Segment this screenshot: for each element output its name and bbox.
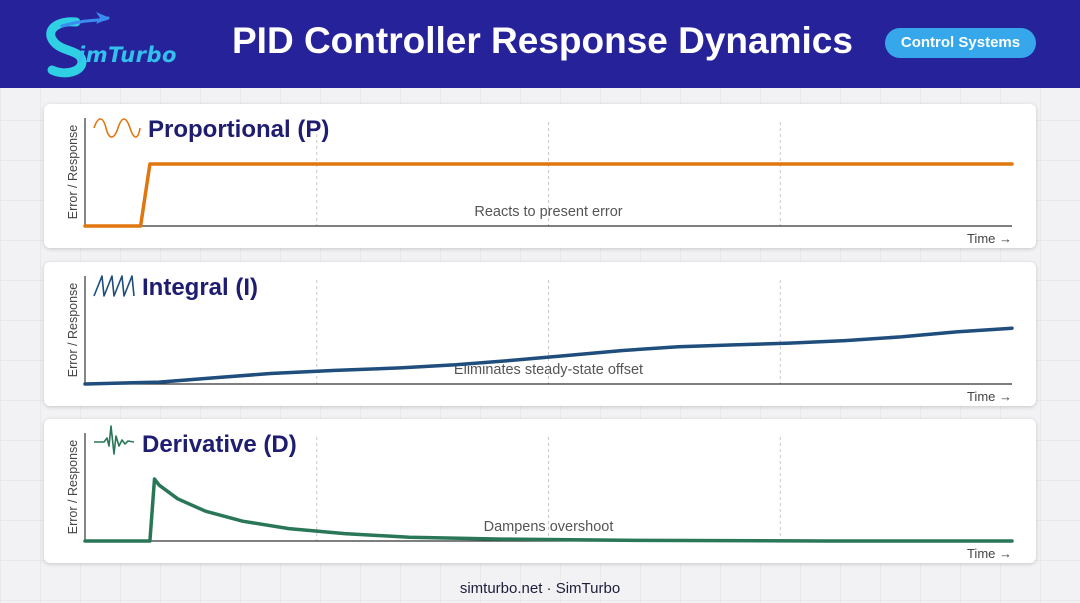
series-line: [83, 326, 1014, 386]
chart-derivative: Error / Response Time → Dampens overshoot D…: [66, 425, 1014, 561]
series-line: [83, 477, 1014, 543]
footer-text: simturbo.net · SimTurbo: [459, 580, 621, 597]
simturbo-logo-icon: [46, 12, 110, 78]
x-axis-label: Time →: [967, 231, 1012, 246]
chart-title: Integral (I): [142, 274, 258, 301]
y-axis-label: Error / Response: [66, 125, 80, 220]
logo-text: imTurbo: [78, 43, 177, 67]
panel-integral: Error / Response Time → Eliminates steady-…: [44, 262, 1036, 406]
panel-proportional: Error / Response Time → Reacts to present …: [44, 104, 1036, 248]
y-axis-label: Error / Response: [66, 440, 80, 535]
chart-annotation: Reacts to present error: [474, 204, 622, 220]
x-axis-label: Time →: [967, 546, 1012, 561]
series-line: [83, 162, 1014, 228]
chart-title: Derivative (D): [142, 431, 297, 458]
chart-proportional: Error / Response Time → Reacts to present …: [66, 116, 1014, 246]
header-bar: imTurbo PID Controller Response Dynamics…: [0, 0, 1080, 88]
category-badge: Control Systems: [885, 28, 1036, 58]
chart-annotation: Eliminates steady-state offset: [454, 362, 643, 378]
page-title: PID Controller Response Dynamics: [232, 20, 853, 61]
sine-wave-icon: [93, 118, 141, 138]
chart-annotation: Dampens overshoot: [484, 519, 614, 535]
chart-title: Proportional (P): [148, 116, 329, 143]
chart-integral: Error / Response Time → Eliminates steady-…: [66, 274, 1014, 404]
sawtooth-wave-icon: [93, 275, 135, 297]
panel-derivative: Error / Response Time → Dampens overshoot D…: [44, 419, 1036, 563]
spike-wave-icon: [94, 425, 135, 455]
x-axis-label: Time →: [967, 389, 1012, 404]
y-axis-label: Error / Response: [66, 283, 80, 378]
